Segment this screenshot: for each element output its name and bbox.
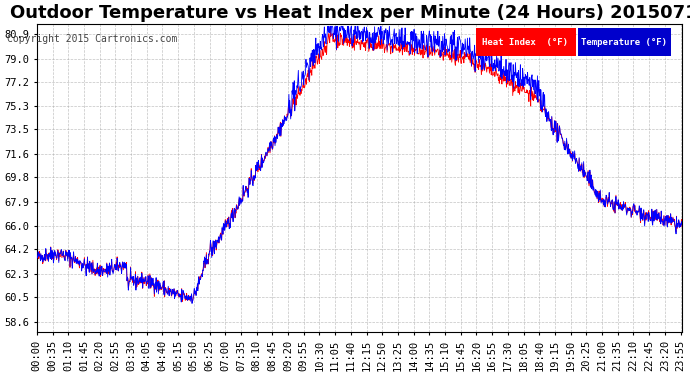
- Text: Copyright 2015 Cartronics.com: Copyright 2015 Cartronics.com: [7, 34, 177, 44]
- FancyBboxPatch shape: [578, 28, 671, 56]
- Text: Heat Index  (°F): Heat Index (°F): [482, 38, 569, 47]
- Text: Temperature (°F): Temperature (°F): [581, 38, 667, 47]
- Title: Outdoor Temperature vs Heat Index per Minute (24 Hours) 20150710: Outdoor Temperature vs Heat Index per Mi…: [10, 4, 690, 22]
- FancyBboxPatch shape: [476, 28, 576, 56]
